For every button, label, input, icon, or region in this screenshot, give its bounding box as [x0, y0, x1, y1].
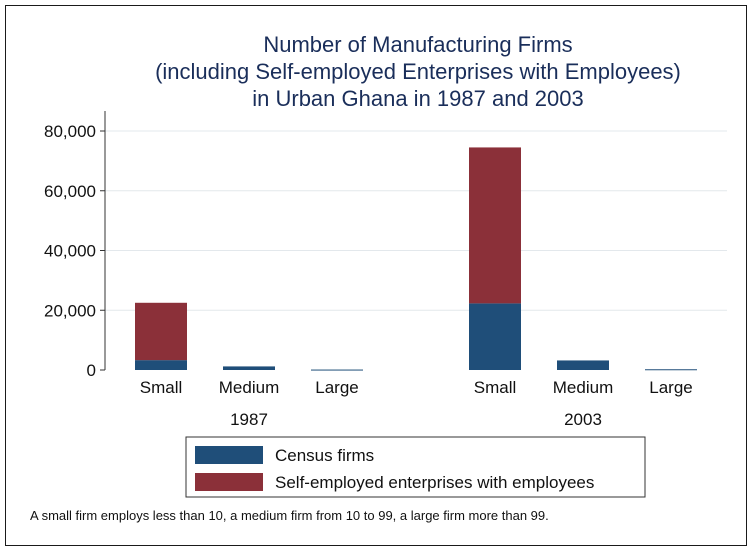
- legend-swatch-self-employed: [195, 473, 263, 491]
- bar-1987-large-series-0: [311, 369, 363, 371]
- y-tick-label: 0: [87, 361, 96, 380]
- bar-1987-small-series-1: [135, 302, 187, 361]
- legend-label-self-employed: Self-employed enterprises with employees: [275, 473, 594, 492]
- x-group-label: 1987: [230, 410, 268, 429]
- legend-label-census-firms: Census firms: [275, 446, 374, 465]
- bar-2003-small-series-1: [469, 147, 521, 304]
- y-tick-label: 20,000: [44, 301, 96, 320]
- grid-layer: [105, 130, 727, 311]
- chart-title-line-1: Number of Manufacturing Firms: [263, 32, 572, 57]
- bar-1987-small-series-0: [135, 360, 187, 370]
- x-category-label: Medium: [553, 378, 613, 397]
- x-category-label: Large: [315, 378, 358, 397]
- y-tick-label: 80,000: [44, 122, 96, 141]
- bars-layer: [135, 147, 697, 371]
- legend: Census firms Self-employed enterprises w…: [185, 436, 646, 498]
- x-group-label: 2003: [564, 410, 602, 429]
- y-tick-label: 60,000: [44, 182, 96, 201]
- x-category-label: Medium: [219, 378, 279, 397]
- chart-title-line-3: in Urban Ghana in 1987 and 2003: [252, 86, 583, 111]
- footnote: A small firm employs less than 10, a med…: [30, 508, 549, 523]
- legend-swatch-census-firms: [195, 446, 263, 464]
- bar-2003-large-series-0: [645, 369, 697, 371]
- bar-2003-small-series-0: [469, 303, 521, 370]
- x-category-label: Small: [474, 378, 517, 397]
- bar-1987-medium-series-0: [223, 366, 275, 370]
- x-category-label: Large: [649, 378, 692, 397]
- axis-layer: 0 20,000 40,000 60,000 80,000 Small Medium Larg…: [44, 111, 693, 429]
- y-tick-label: 40,000: [44, 242, 96, 261]
- chart-title-line-2: (including Self-employed Enterprises wit…: [155, 59, 681, 84]
- x-category-label: Small: [140, 378, 183, 397]
- bar-2003-medium-series-0: [557, 360, 609, 370]
